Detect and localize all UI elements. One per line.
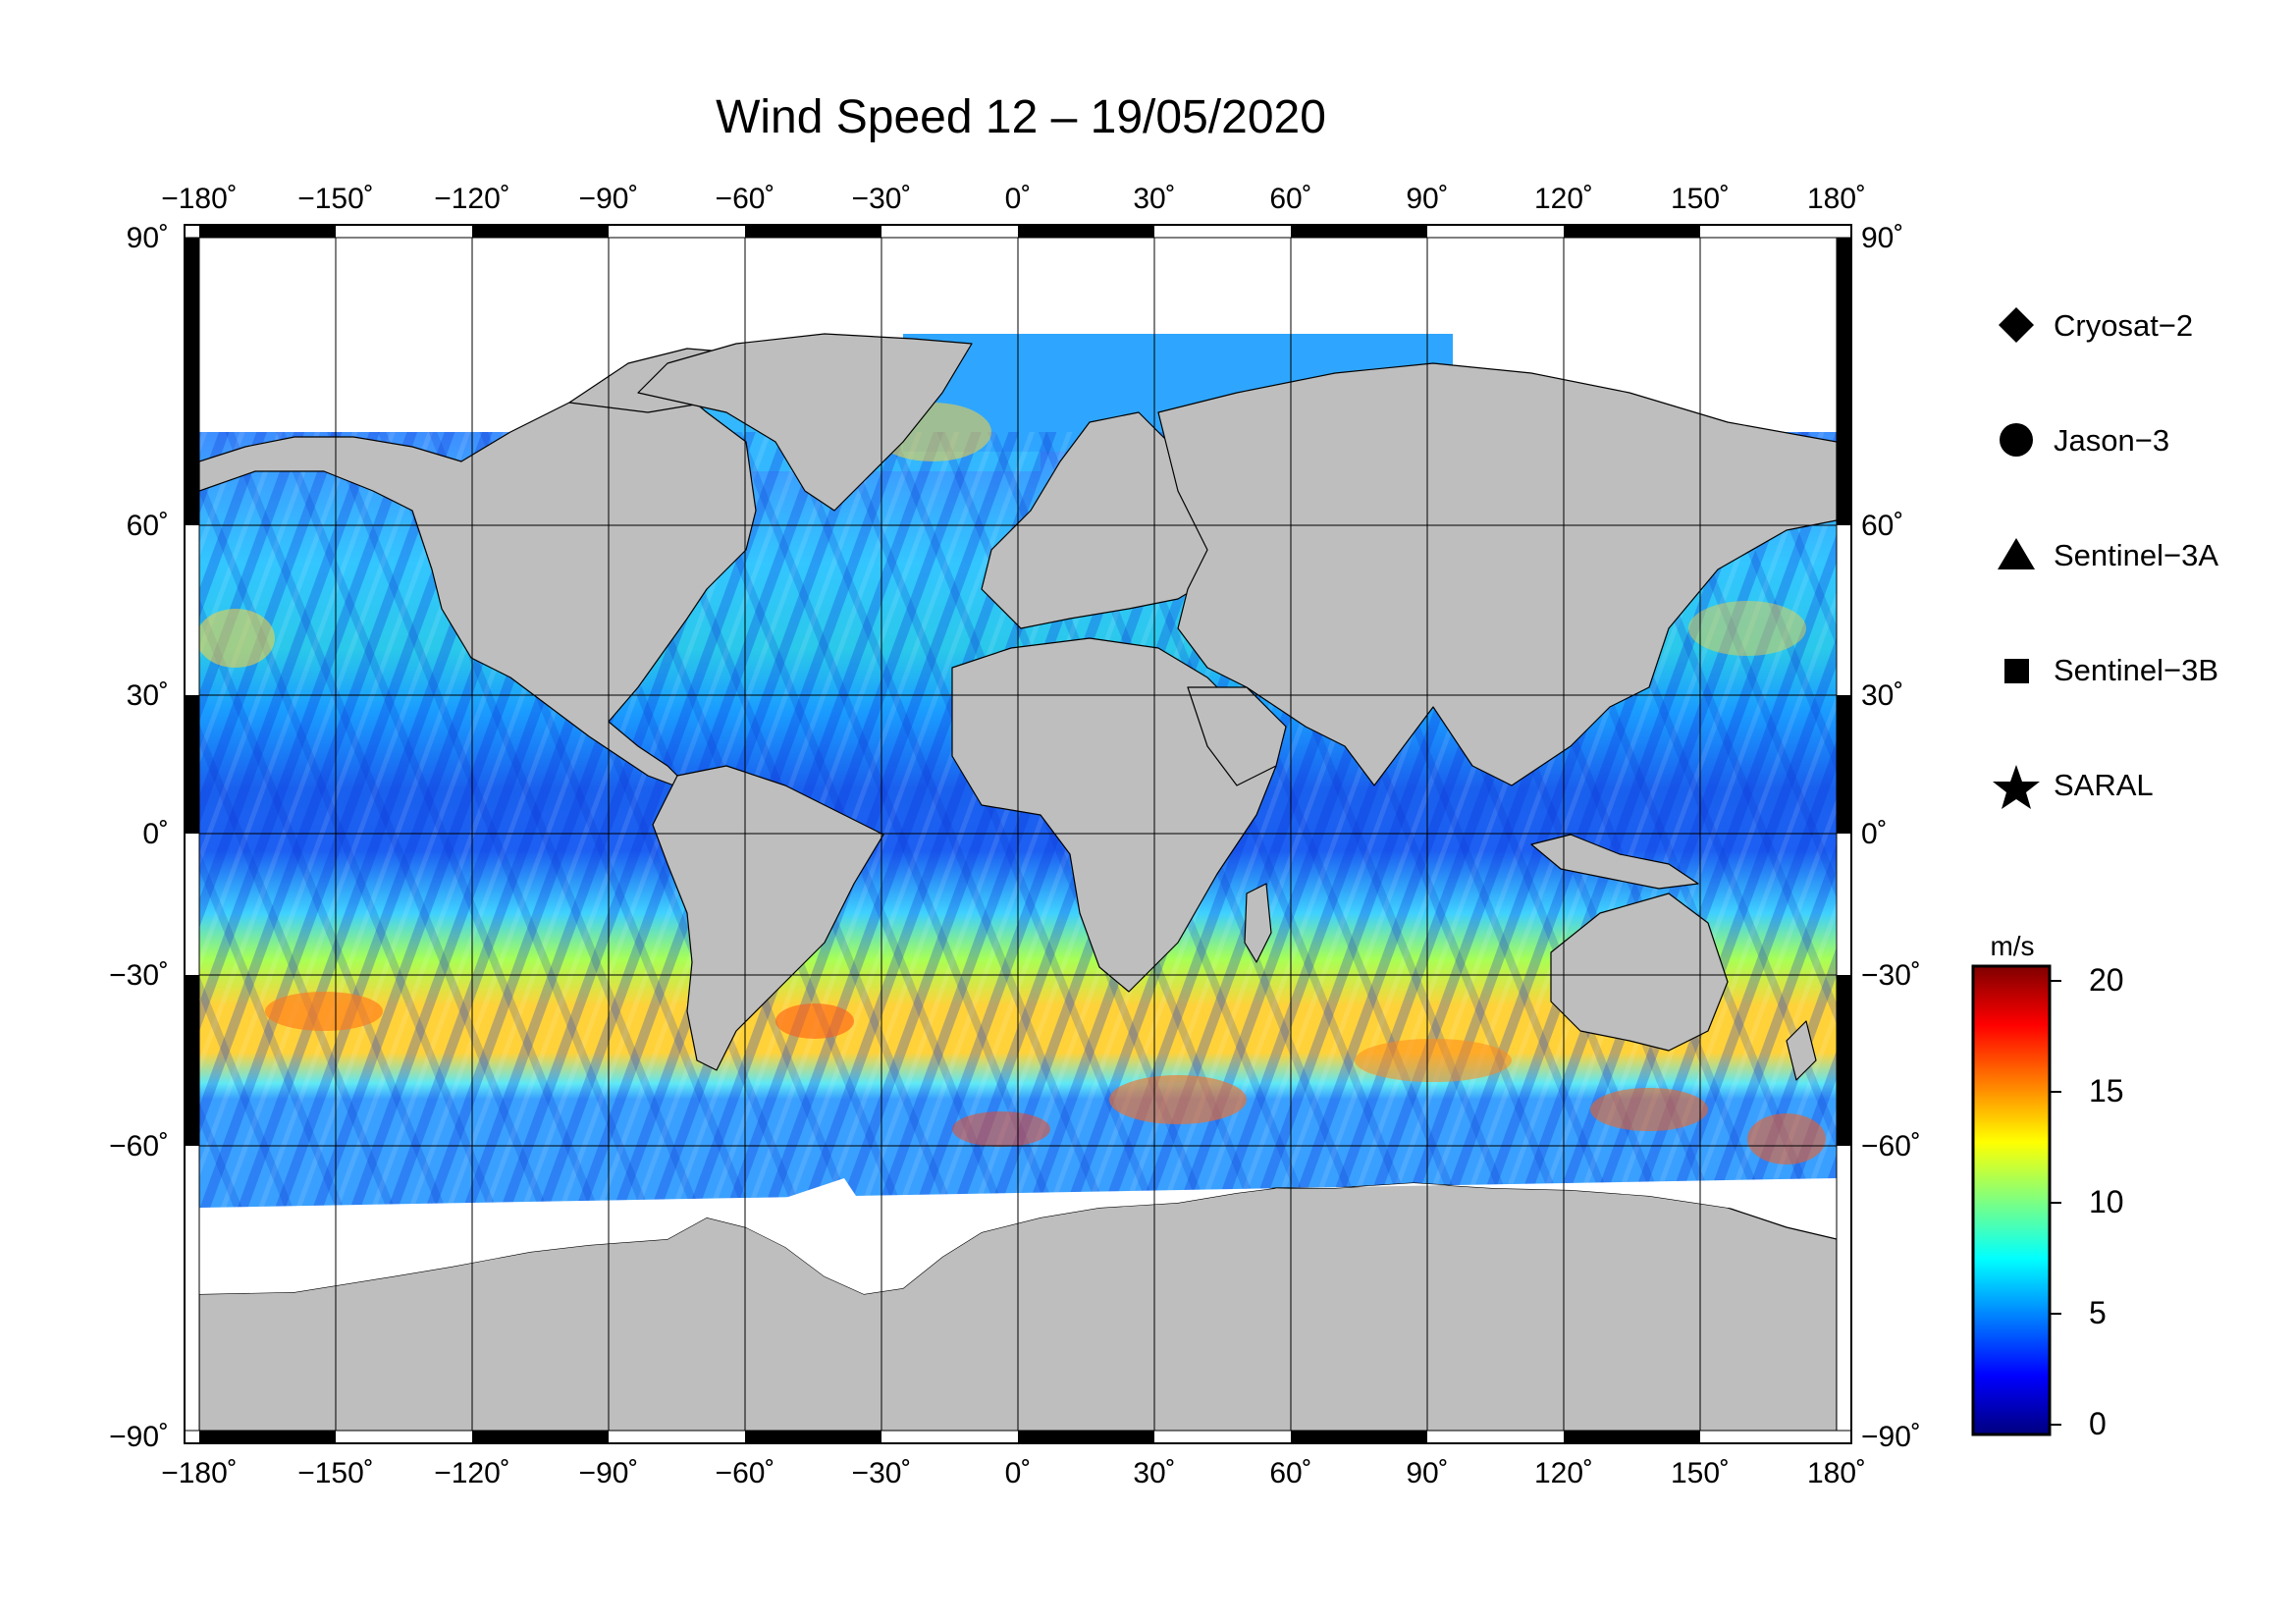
lon-ticks-top: −180˚ −150˚ −120˚ −90˚ −60˚ −30˚ 0˚ 30˚ … — [161, 183, 1866, 215]
lat-tick: 0˚ — [142, 818, 169, 850]
lon-tick: 60˚ — [1269, 1457, 1311, 1489]
square-icon — [2004, 659, 2029, 683]
lat-tick: −90˚ — [1861, 1421, 1921, 1453]
lon-tick: 150˚ — [1671, 1457, 1730, 1489]
lon-tick: −150˚ — [297, 1457, 374, 1489]
legend-label: Sentinel−3A — [2054, 538, 2219, 572]
legend-item: Cryosat−2 — [1993, 306, 2193, 346]
lon-tick: −90˚ — [579, 183, 639, 215]
star-icon — [1993, 765, 2040, 809]
lon-tick: −30˚ — [852, 183, 912, 215]
colorbar-tick: 15 — [2089, 1073, 2124, 1109]
lat-tick: 0˚ — [1861, 818, 1888, 850]
lon-tick: −90˚ — [579, 1457, 639, 1489]
colorbar-tick: 20 — [2089, 962, 2124, 998]
lat-tick: 90˚ — [1861, 222, 1903, 254]
high-wind-patches — [199, 403, 1826, 1164]
lon-tick: 30˚ — [1133, 1457, 1175, 1489]
colorbar-tick: 0 — [2089, 1406, 2107, 1441]
map-frame — [184, 224, 1852, 1444]
page-title: Wind Speed 12 – 19/05/2020 — [716, 91, 1326, 143]
colorbar-tick: 5 — [2089, 1295, 2107, 1330]
lon-tick: 150˚ — [1671, 183, 1730, 215]
lat-tick: −30˚ — [109, 959, 169, 992]
lon-tick: 60˚ — [1269, 183, 1311, 215]
diamond-icon — [1999, 307, 2034, 343]
lon-tick: −180˚ — [161, 183, 238, 215]
lat-tick: −60˚ — [1861, 1130, 1921, 1163]
lon-tick: −120˚ — [434, 183, 510, 215]
lon-tick: 90˚ — [1406, 183, 1448, 215]
colorbar — [1971, 964, 2061, 1436]
lat-tick: −30˚ — [1861, 959, 1921, 992]
lon-tick: −60˚ — [716, 1457, 775, 1489]
lat-tick: 60˚ — [127, 510, 169, 542]
legend-label: Cryosat−2 — [2054, 308, 2194, 343]
lat-tick: 30˚ — [1861, 679, 1903, 712]
lon-tick: 120˚ — [1534, 1457, 1593, 1489]
lon-ticks-bottom: −180˚ −150˚ −120˚ −90˚ −60˚ −30˚ 0˚ 30˚ … — [161, 1457, 1866, 1489]
lon-tick: 0˚ — [1005, 183, 1032, 215]
lon-tick: −150˚ — [297, 183, 374, 215]
legend-label: Jason−3 — [2054, 423, 2170, 458]
legend-item: SARAL — [1993, 766, 2154, 805]
lon-tick: −120˚ — [434, 1457, 510, 1489]
legend-item: Sentinel−3B — [1993, 651, 2218, 690]
lon-tick: −60˚ — [716, 183, 775, 215]
graticule — [199, 225, 1837, 1442]
lat-ticks-right: 90˚ 60˚ 30˚ 0˚ −30˚ −60˚ −90˚ — [1861, 222, 1921, 1453]
lon-tick: 180˚ — [1807, 183, 1866, 215]
lat-ticks-left: 90˚ 60˚ 30˚ 0˚ −30˚ −60˚ −90˚ — [109, 222, 169, 1453]
lon-tick: 0˚ — [1005, 1457, 1032, 1489]
legend-label: Sentinel−3B — [2054, 653, 2219, 687]
colorbar-unit: m/s — [1990, 931, 2035, 961]
legend-item: Jason−3 — [1993, 421, 2169, 460]
lat-tick: 60˚ — [1861, 510, 1903, 542]
lon-tick: 30˚ — [1133, 183, 1175, 215]
legend-label: SARAL — [2054, 768, 2154, 802]
lon-tick: 90˚ — [1406, 1457, 1448, 1489]
lon-tick: −30˚ — [852, 1457, 912, 1489]
lon-tick: 120˚ — [1534, 183, 1593, 215]
lat-tick: −90˚ — [109, 1421, 169, 1453]
legend-glyphs — [1993, 307, 2040, 809]
circle-icon — [2000, 423, 2033, 457]
lon-tick: 180˚ — [1807, 1457, 1866, 1489]
legend-item: Sentinel−3A — [1993, 536, 2218, 575]
lat-tick: 90˚ — [127, 222, 169, 254]
colorbar-tick: 10 — [2089, 1184, 2124, 1219]
triangle-icon — [1998, 538, 2035, 569]
lat-tick: 30˚ — [127, 679, 169, 712]
lat-tick: −60˚ — [109, 1130, 169, 1163]
lon-tick: −180˚ — [161, 1457, 238, 1489]
